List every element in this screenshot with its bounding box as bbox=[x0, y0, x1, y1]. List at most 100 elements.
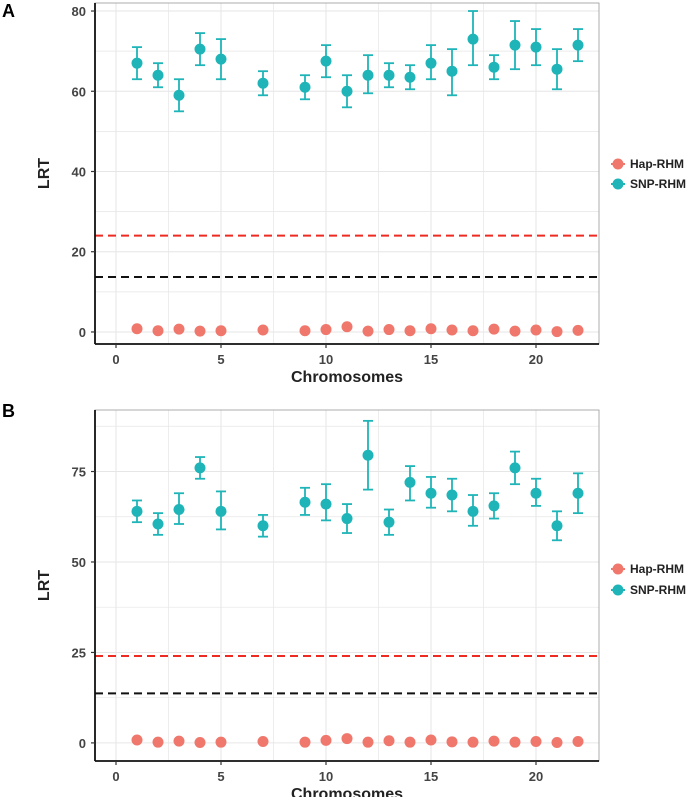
hap-rhm-points bbox=[131, 321, 584, 338]
hap-rhm-point bbox=[509, 736, 521, 748]
legend-label: SNP-RHM bbox=[630, 583, 686, 597]
snp-rhm-point bbox=[404, 71, 416, 83]
legend: Hap-RHM SNP-RHM bbox=[611, 562, 686, 597]
snp-rhm-point bbox=[152, 518, 164, 530]
hap-rhm-point bbox=[194, 737, 206, 749]
grid-lines bbox=[95, 3, 599, 344]
hap-rhm-point bbox=[131, 323, 143, 335]
snp-rhm-point bbox=[467, 33, 479, 45]
panel-a: A 0 5 10 15 20 0 20 40 60 80 Chromosomes LRT Hap… bbox=[2, 1, 686, 386]
snp-rhm-point bbox=[509, 462, 521, 474]
hap-rhm-point bbox=[446, 736, 458, 748]
x-tick-label: 10 bbox=[319, 769, 333, 784]
x-tick-label: 5 bbox=[217, 769, 224, 784]
y-tick-label: 75 bbox=[72, 465, 86, 480]
hap-rhm-point bbox=[215, 325, 227, 337]
x-tick-label: 0 bbox=[112, 352, 119, 367]
snp-rhm-point bbox=[341, 513, 353, 525]
x-tick-label: 15 bbox=[424, 769, 438, 784]
hap-rhm-point bbox=[425, 323, 437, 335]
hap-rhm-point bbox=[257, 735, 269, 747]
grid-lines bbox=[95, 410, 599, 761]
snp-rhm-point bbox=[530, 41, 542, 53]
legend-item-hap-rhm: Hap-RHM bbox=[611, 562, 684, 576]
snp-rhm-point bbox=[131, 505, 143, 517]
snp-rhm-point bbox=[467, 505, 479, 517]
snp-rhm-point bbox=[152, 69, 164, 81]
hap-rhm-point bbox=[467, 325, 479, 337]
panel-b: B 0 5 10 15 20 0 25 50 75 Chromosomes LRT Hap-R… bbox=[2, 401, 686, 802]
snp-rhm-point bbox=[383, 69, 395, 81]
y-tick-label: 0 bbox=[79, 736, 86, 751]
x-tick-label: 15 bbox=[424, 352, 438, 367]
hap-rhm-point bbox=[404, 325, 416, 337]
legend-marker bbox=[612, 178, 624, 190]
legend: Hap-RHM SNP-RHM bbox=[611, 157, 686, 191]
snp-rhm-point bbox=[572, 487, 584, 499]
legend-item-snp-rhm: SNP-RHM bbox=[611, 177, 686, 191]
snp-rhm-point bbox=[173, 89, 185, 101]
x-tick-label: 5 bbox=[217, 352, 224, 367]
hap-rhm-point bbox=[446, 324, 458, 336]
snp-rhm-point bbox=[383, 516, 395, 528]
hap-rhm-point bbox=[152, 736, 164, 748]
y-tick-label: 0 bbox=[79, 325, 86, 340]
hap-rhm-point bbox=[173, 735, 185, 747]
snp-rhm-point bbox=[509, 39, 521, 51]
hap-rhm-point bbox=[320, 734, 332, 746]
snp-rhm-point bbox=[299, 81, 311, 93]
snp-rhm-point bbox=[173, 504, 185, 516]
legend-label: Hap-RHM bbox=[630, 562, 684, 576]
y-axis-label: LRT bbox=[36, 570, 53, 601]
y-axis-ticks: 0 20 40 60 80 bbox=[72, 4, 95, 340]
snp-rhm-point bbox=[551, 520, 563, 532]
hap-rhm-point bbox=[530, 735, 542, 747]
y-tick-label: 40 bbox=[72, 164, 86, 179]
legend-marker bbox=[612, 158, 624, 170]
legend-marker bbox=[612, 563, 624, 575]
hap-rhm-point bbox=[509, 325, 521, 337]
hap-rhm-point bbox=[299, 736, 311, 748]
hap-rhm-point bbox=[131, 734, 143, 746]
hap-rhm-point bbox=[341, 733, 353, 745]
hap-rhm-point bbox=[320, 324, 332, 336]
hap-rhm-point bbox=[488, 323, 500, 335]
snp-rhm-point bbox=[341, 85, 353, 97]
x-tick-label: 0 bbox=[112, 769, 119, 784]
hap-rhm-point bbox=[488, 735, 500, 747]
hap-rhm-point bbox=[530, 324, 542, 336]
snp-rhm-point bbox=[362, 449, 374, 461]
snp-rhm-point bbox=[194, 462, 206, 474]
hap-rhm-point bbox=[194, 325, 206, 337]
snp-rhm-point bbox=[404, 476, 416, 488]
legend-item-hap-rhm: Hap-RHM bbox=[611, 157, 684, 171]
plot-frame bbox=[94, 409, 600, 762]
hap-rhm-point bbox=[257, 324, 269, 336]
y-axis-label: LRT bbox=[36, 158, 53, 189]
y-tick-label: 60 bbox=[72, 84, 86, 99]
y-tick-label: 20 bbox=[72, 245, 86, 260]
hap-rhm-point bbox=[467, 736, 479, 748]
plot-border bbox=[94, 409, 600, 762]
snp-rhm-point bbox=[257, 77, 269, 89]
hap-rhm-point bbox=[299, 325, 311, 337]
y-tick-label: 50 bbox=[72, 555, 86, 570]
hap-rhm-point bbox=[215, 736, 227, 748]
y-tick-label: 80 bbox=[72, 4, 86, 19]
x-axis-label: Chromosomes bbox=[291, 369, 403, 386]
hap-rhm-point bbox=[383, 324, 395, 336]
panel-label: A bbox=[2, 1, 15, 21]
error-bars bbox=[132, 10, 583, 113]
snp-rhm-point bbox=[488, 500, 500, 512]
snp-rhm-point bbox=[215, 505, 227, 517]
plot-border bbox=[94, 2, 600, 345]
panel-label: B bbox=[2, 401, 15, 421]
error-bars bbox=[132, 419, 583, 542]
hap-rhm-point bbox=[383, 735, 395, 747]
x-tick-label: 20 bbox=[529, 769, 543, 784]
x-tick-label: 10 bbox=[319, 352, 333, 367]
x-tick-label: 20 bbox=[529, 352, 543, 367]
hap-rhm-point bbox=[173, 323, 185, 335]
legend-item-snp-rhm: SNP-RHM bbox=[611, 583, 686, 597]
